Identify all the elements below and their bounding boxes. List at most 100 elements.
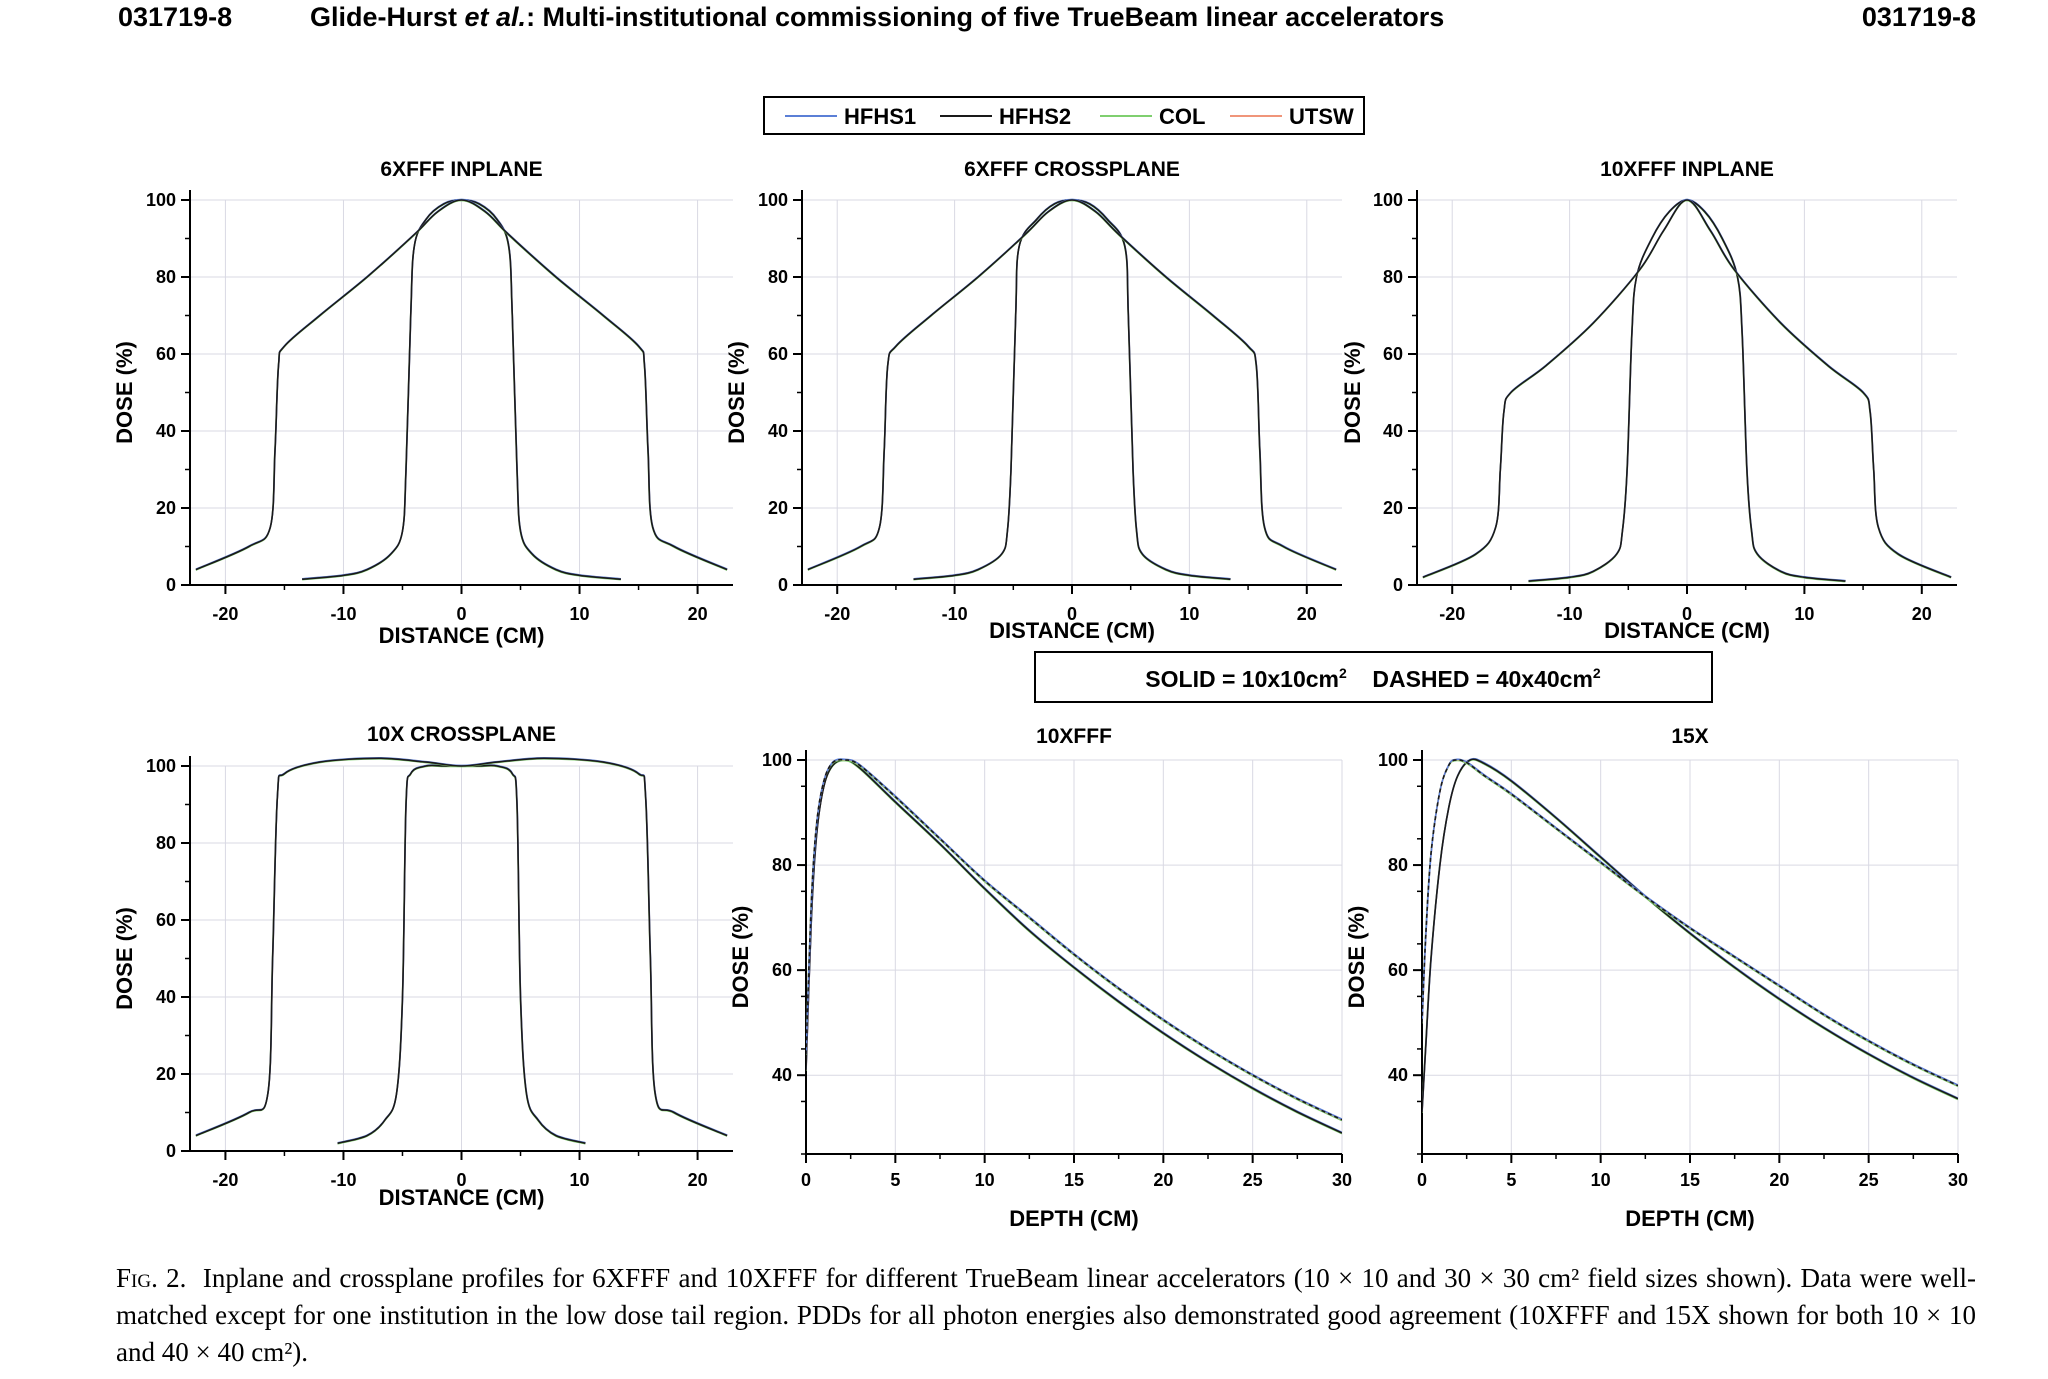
x-tick-label-4: 20: [1912, 604, 1932, 624]
x-axis-label: DISTANCE (CM): [1604, 618, 1770, 643]
y-axis-label: DOSE (%): [1344, 906, 1369, 1009]
legend-label-0: HFHS1: [844, 104, 916, 129]
x-tick-label-3: 10: [570, 1170, 590, 1190]
y-tick-label-1: 20: [156, 1064, 176, 1084]
series-30x30-hfhs2: [195, 757, 728, 1137]
chart-title: 15X: [1671, 725, 1708, 748]
series-30x30-hfhs2: [1422, 199, 1952, 579]
chart-title: 10XFFF: [1036, 725, 1112, 748]
x-tick-label-2: 0: [1067, 604, 1077, 624]
y-tick-label-0: 0: [166, 1141, 176, 1161]
page-number-left: 031719-8: [118, 2, 233, 32]
x-tick-label-1: 5: [1506, 1170, 1516, 1190]
page-number-right: 031719-8: [1861, 2, 1976, 32]
series-group: [195, 756, 728, 1145]
y-tick-label-0: 40: [772, 1065, 792, 1085]
y-tick-label-1: 20: [768, 498, 788, 518]
x-tick-label-2: 10: [1591, 1170, 1611, 1190]
chart-title: 10X CROSSPLANE: [367, 723, 556, 746]
y-axis-label: DOSE (%): [1340, 341, 1365, 444]
x-tick-label-4: 20: [688, 1170, 708, 1190]
series-group: [1422, 757, 1958, 1113]
x-axis-label: DISTANCE (CM): [379, 623, 545, 648]
legend-label-3: UTSW: [1289, 104, 1354, 129]
x-tick-label-0: -20: [1439, 604, 1465, 624]
y-tick-label-3: 60: [156, 344, 176, 364]
y-tick-label-2: 80: [772, 855, 792, 875]
y-tick-label-2: 40: [1383, 421, 1403, 441]
legend-label-2: COL: [1159, 104, 1205, 129]
chart-title: 6XFFF CROSSPLANE: [964, 158, 1180, 181]
y-tick-label-5: 100: [146, 756, 176, 776]
solid-label: SOLID = 10x10cm: [1145, 666, 1339, 692]
x-tick-label-3: 15: [1064, 1170, 1084, 1190]
series-group: [806, 758, 1342, 1135]
chart-panel-3: -20 -10 0 10 20 0 20 40 60 80 100 10X CROSSPLANE DIS…: [112, 723, 733, 1210]
x-tick-label-3: 10: [570, 604, 590, 624]
title-etal: et al.: [464, 2, 527, 32]
x-tick-label-2: 0: [456, 1170, 466, 1190]
y-tick-label-4: 80: [768, 267, 788, 287]
y-tick-label-5: 100: [1373, 190, 1403, 210]
x-tick-label-0: 0: [801, 1170, 811, 1190]
figure-2: HFHS1 HFHS2 COL UTSW SOLID = 10x10cm 2 DASHE…: [112, 96, 1968, 1231]
x-tick-label-4: 20: [1297, 604, 1317, 624]
running-title: Glide-Hurst et al.: Multi-institutional …: [310, 2, 1444, 33]
y-tick-label-2: 80: [1388, 855, 1408, 875]
chart-title: 10XFFF INPLANE: [1600, 158, 1774, 181]
y-tick-label-0: 0: [166, 575, 176, 595]
caption-text: Inplane and crossplane profiles for 6XFF…: [116, 1263, 1976, 1367]
series-40x40-hfhs2: [806, 758, 1342, 1121]
y-tick-label-0: 40: [1388, 1065, 1408, 1085]
x-tick-label-4: 20: [1769, 1170, 1789, 1190]
series-group: [195, 198, 728, 581]
chart-panel-5: 0 5 10 15 20 25 30 40 60 80 100 15X DEPTH (CM) DOSE (…: [1344, 725, 1968, 1231]
x-tick-label-0: 0: [1417, 1170, 1427, 1190]
x-tick-label-1: -10: [1557, 604, 1583, 624]
y-tick-label-0: 0: [778, 575, 788, 595]
dashed-sup: 2: [1593, 665, 1601, 681]
chart-panel-4: 0 5 10 15 20 25 30 40 60 80 100 10XFFF DEPTH (CM) DOS…: [728, 725, 1352, 1231]
y-tick-label-1: 60: [772, 960, 792, 980]
x-tick-label-1: -10: [330, 1170, 356, 1190]
x-tick-label-0: -20: [824, 604, 850, 624]
x-tick-label-4: 20: [1153, 1170, 1173, 1190]
y-tick-label-1: 20: [1383, 498, 1403, 518]
y-tick-label-0: 0: [1393, 575, 1403, 595]
x-tick-label-3: 15: [1680, 1170, 1700, 1190]
y-axis-label: DOSE (%): [724, 341, 749, 444]
title-rest: : Multi-institutional commissioning of f…: [526, 2, 1445, 32]
svg-text:SOLID = 10x10cm2 DASHED = 4: SOLID = 10x10cm2 DASHED = 40x40cm2: [1145, 665, 1601, 692]
series-10x10-hfhs2: [806, 759, 1342, 1134]
legend-label-1: HFHS2: [999, 104, 1071, 129]
x-tick-label-1: -10: [330, 604, 356, 624]
field-size-legend: SOLID = 10x10cm2 DASHED = 40x40cm2: [1034, 651, 1713, 703]
y-tick-label-3: 100: [762, 750, 792, 770]
series-30x30-hfhs2: [195, 199, 728, 571]
x-tick-label-6: 30: [1332, 1170, 1352, 1190]
series-30x30-hfhs2: [807, 199, 1337, 571]
series-legend: HFHS1 HFHS2 COL UTSW: [763, 96, 1365, 135]
x-axis-label: DEPTH (CM): [1625, 1206, 1755, 1231]
series-10x10-hfhs2: [1422, 758, 1958, 1113]
x-axis-label: DISTANCE (CM): [989, 618, 1155, 643]
y-tick-label-3: 60: [156, 910, 176, 930]
legend-frame: [763, 96, 1365, 135]
chart-panel-2: -20 -10 0 10 20 0 20 40 60 80 100 10XFFF INPLANE DIS…: [1340, 158, 1957, 643]
y-tick-label-4: 80: [1383, 267, 1403, 287]
x-tick-label-1: 5: [890, 1170, 900, 1190]
x-axis-label: DEPTH (CM): [1009, 1206, 1139, 1231]
dashed-label: DASHED = 40x40cm: [1372, 666, 1593, 692]
y-tick-label-5: 100: [758, 190, 788, 210]
x-tick-label-3: 10: [1794, 604, 1814, 624]
y-tick-label-5: 100: [146, 190, 176, 210]
chart-title: 6XFFF INPLANE: [380, 158, 542, 181]
y-tick-label-3: 60: [768, 344, 788, 364]
x-axis-label: DISTANCE (CM): [379, 1185, 545, 1210]
x-tick-label-2: 10: [975, 1170, 995, 1190]
chart-panel-0: -20 -10 0 10 20 0 20 40 60 80 100 6XFFF INPLANE DIST…: [112, 158, 733, 648]
title-author: Glide-Hurst: [310, 2, 458, 32]
y-tick-label-1: 60: [1388, 960, 1408, 980]
chart-panel-1: -20 -10 0 10 20 0 20 40 60 80 100 6XFFF CROSSPLANE D…: [724, 158, 1342, 643]
x-tick-label-5: 25: [1859, 1170, 1879, 1190]
